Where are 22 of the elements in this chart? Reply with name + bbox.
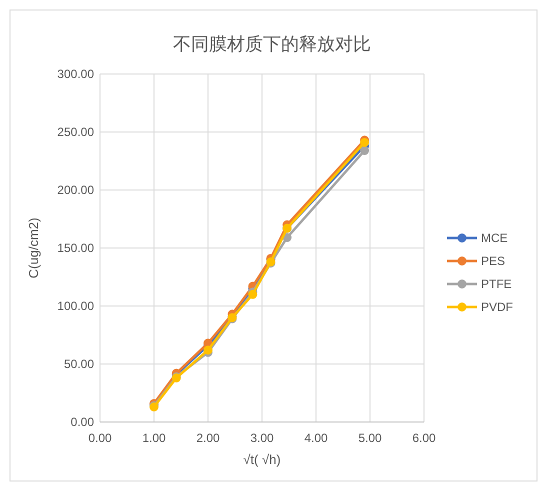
y-tick-label: 50.00	[64, 357, 94, 371]
x-tick-label: 2.00	[196, 431, 220, 445]
x-tick-label: 6.00	[412, 431, 436, 445]
legend-label: MCE	[481, 231, 508, 245]
x-axis-title: √t( √h)	[243, 452, 281, 467]
y-tick-label: 250.00	[57, 125, 94, 139]
legend-label: PES	[481, 254, 506, 268]
point	[360, 146, 370, 156]
x-tick-label: 4.00	[304, 431, 328, 445]
legend-label: PVDF	[481, 300, 514, 314]
y-axis-title: C(ug/cm2)	[26, 218, 41, 278]
x-tick-label: 3.00	[250, 431, 274, 445]
y-tick-label: 200.00	[57, 183, 94, 197]
x-tick-label: 1.00	[142, 431, 166, 445]
chart-title: 不同膜材质下的释放对比	[173, 34, 371, 54]
x-tick-label: 0.00	[88, 431, 112, 445]
x-tick-label: 5.00	[358, 431, 382, 445]
y-tick-label: 150.00	[57, 241, 94, 255]
y-tick-label: 300.00	[57, 67, 94, 81]
y-tick-label: 0.00	[70, 415, 94, 429]
y-tick-label: 100.00	[57, 299, 94, 313]
legend-label: PTFE	[481, 277, 512, 291]
